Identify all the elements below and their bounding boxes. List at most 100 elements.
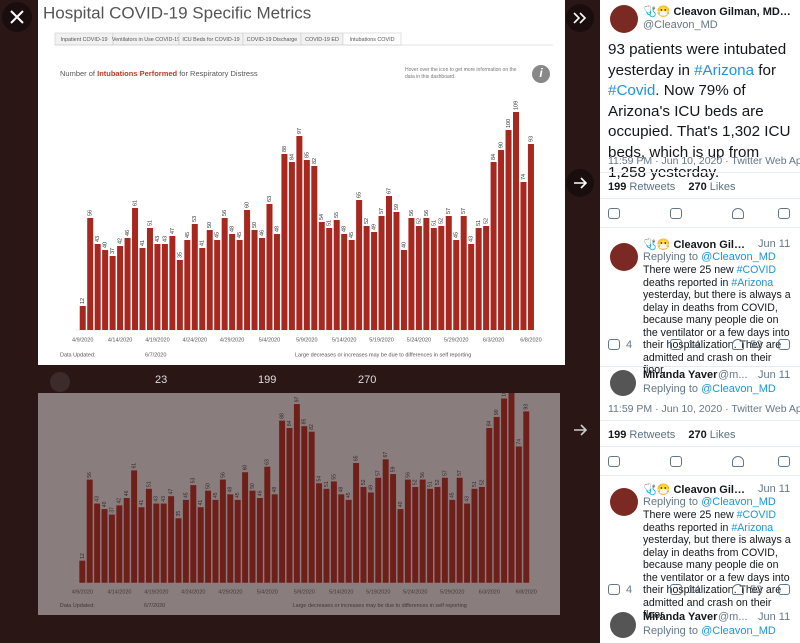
bar-label: 54 [319,214,325,220]
action-icon[interactable] [608,339,620,350]
bar-label: 50 [250,483,256,489]
bar [408,218,415,330]
action-icon[interactable] [732,584,744,595]
action-icon[interactable] [608,208,620,219]
bar [438,226,445,330]
action-icon[interactable] [778,584,790,595]
action-icon[interactable] [778,208,790,219]
bar-label: 52 [416,218,422,224]
bar [468,244,475,330]
bar-label: 55 [334,212,340,218]
bar-label: 40 [401,242,407,248]
bar-label: 85 [302,419,308,425]
action-icon[interactable] [608,584,620,595]
replying-label: Replying to [643,251,699,263]
hashtag: #Arizona [731,521,774,534]
background-actions: 23 199 270 [0,370,600,392]
bar [281,154,288,330]
x-tick-label: 5/14/2020 [332,337,356,343]
action-count: 4 [626,584,633,596]
bar [303,160,310,330]
bar [293,404,300,583]
bar-label: 51 [327,220,333,226]
x-tick-label: 4/9/2020 [72,337,93,343]
bar [445,216,452,330]
bar-label: 57 [442,470,448,476]
close-icon[interactable] [10,10,24,24]
bar-label: 52 [439,218,445,224]
bar-label: 45 [349,232,355,238]
bar [249,490,256,583]
bar-label: 47 [170,228,176,234]
info-icon[interactable] [532,65,550,83]
bar [375,477,382,583]
action-icon[interactable] [732,208,744,219]
hashtag: #Arizona [694,61,755,79]
bar-label: 60 [245,202,251,208]
bar-label: 52 [361,479,367,485]
action-icon[interactable] [670,208,682,219]
divider [600,366,800,367]
bar-label: 74 [521,174,527,180]
bar [345,499,352,583]
collapse-icon [573,12,587,24]
bar-label: 41 [140,240,146,246]
bar-label: 54 [316,476,322,482]
action-icon[interactable] [732,456,744,467]
bar [453,240,460,330]
dashboard: Hospital COVID-19 Specific Metrics Inpati… [38,0,565,365]
action-icon[interactable] [670,339,682,350]
bar [486,428,493,583]
bar-label: 67 [383,452,389,458]
bar [353,463,360,583]
bar [123,498,130,583]
tweet-panel: 🩺😷 Cleavon Gilman, MD… @Cleavon_MD 93 pati… [600,0,800,643]
replying-to: Replying to @Cleavon_MD [643,383,776,395]
bar [316,483,323,583]
bar-label: 61 [132,200,138,206]
action-icon[interactable] [670,456,682,467]
bar-label: 12 [80,553,86,559]
bar [234,499,241,583]
bar-label: 43 [469,236,475,242]
x-tick-label: 4/24/2020 [181,589,205,595]
bar-label: 61 [131,463,137,469]
bar [87,218,94,330]
tab-label: COVID-19 Discharge [247,37,298,43]
bar [242,472,249,583]
bar-label: 43 [155,236,161,242]
updated-date: 6/7/2020 [145,352,166,358]
action-icon[interactable] [732,339,744,350]
bar [236,240,243,330]
background-count: 199 [258,374,277,386]
bar [490,162,497,330]
action-icon[interactable] [778,456,790,467]
action-icon[interactable] [670,584,682,595]
bar-label: 52 [364,218,370,224]
bar [139,248,146,330]
bar-label: 51 [147,220,153,226]
bar-label: 53 [192,216,198,222]
retweet-count: 199 [608,181,627,193]
bar [367,492,374,583]
bar [371,232,378,330]
background-count: 270 [358,374,377,386]
bar-label: 84 [487,420,493,426]
x-tick-label: 6/3/2020 [483,337,504,343]
action-icon[interactable] [778,339,790,350]
author-handle: @m... [718,611,748,623]
divider [600,420,800,421]
tweet-text: . Now 79% of Arizona's ICU beds are occu… [608,82,791,181]
tweet-stats: 199 Retweets 270 Likes [608,181,735,193]
bar [415,226,422,330]
updated-label: Data Updated: [60,352,96,358]
replying-handle: @Cleavon_MD [701,625,776,637]
action-icon[interactable] [608,456,620,467]
bar [229,234,236,330]
bar-label: 56 [220,472,226,478]
replying-to: Replying to @Cleavon_MD [643,251,776,263]
chart-title-part: Number of [60,69,96,78]
replying-label: Replying to [643,496,699,508]
bar [520,182,527,330]
